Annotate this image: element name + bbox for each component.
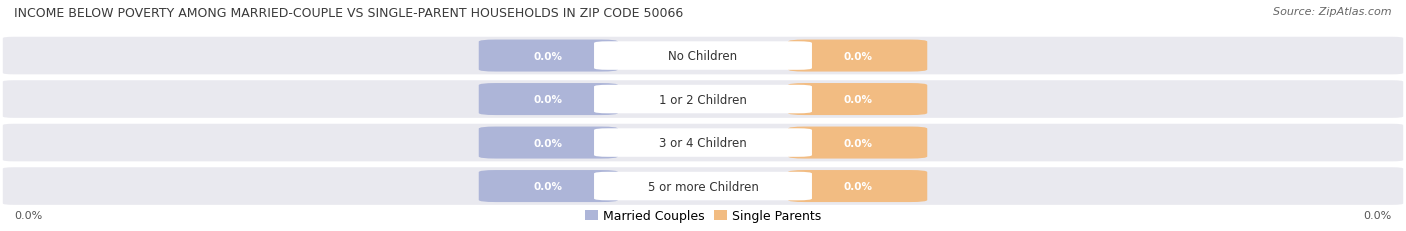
Text: 0.0%: 0.0% [534, 95, 562, 105]
FancyBboxPatch shape [593, 85, 813, 114]
Text: 0.0%: 0.0% [844, 51, 872, 61]
FancyBboxPatch shape [787, 170, 928, 202]
Legend: Married Couples, Single Parents: Married Couples, Single Parents [581, 204, 825, 228]
FancyBboxPatch shape [478, 40, 619, 72]
Text: 0.0%: 0.0% [844, 138, 872, 148]
FancyBboxPatch shape [787, 127, 928, 159]
FancyBboxPatch shape [478, 127, 619, 159]
FancyBboxPatch shape [593, 42, 813, 70]
Text: 0.0%: 0.0% [844, 181, 872, 191]
Text: No Children: No Children [668, 50, 738, 63]
Text: 0.0%: 0.0% [534, 181, 562, 191]
FancyBboxPatch shape [3, 81, 1403, 118]
Text: Source: ZipAtlas.com: Source: ZipAtlas.com [1274, 7, 1392, 17]
FancyBboxPatch shape [787, 40, 928, 72]
FancyBboxPatch shape [3, 167, 1403, 205]
Text: 3 or 4 Children: 3 or 4 Children [659, 137, 747, 149]
Text: 0.0%: 0.0% [534, 138, 562, 148]
FancyBboxPatch shape [478, 84, 619, 116]
Text: 0.0%: 0.0% [534, 51, 562, 61]
FancyBboxPatch shape [3, 124, 1403, 162]
FancyBboxPatch shape [593, 129, 813, 157]
FancyBboxPatch shape [787, 84, 928, 116]
Text: 1 or 2 Children: 1 or 2 Children [659, 93, 747, 106]
FancyBboxPatch shape [593, 172, 813, 201]
Text: 0.0%: 0.0% [844, 95, 872, 105]
Text: INCOME BELOW POVERTY AMONG MARRIED-COUPLE VS SINGLE-PARENT HOUSEHOLDS IN ZIP COD: INCOME BELOW POVERTY AMONG MARRIED-COUPL… [14, 7, 683, 20]
Text: 0.0%: 0.0% [14, 210, 42, 220]
FancyBboxPatch shape [3, 38, 1403, 75]
Text: 0.0%: 0.0% [1364, 210, 1392, 220]
FancyBboxPatch shape [478, 170, 619, 202]
Text: 5 or more Children: 5 or more Children [648, 180, 758, 193]
